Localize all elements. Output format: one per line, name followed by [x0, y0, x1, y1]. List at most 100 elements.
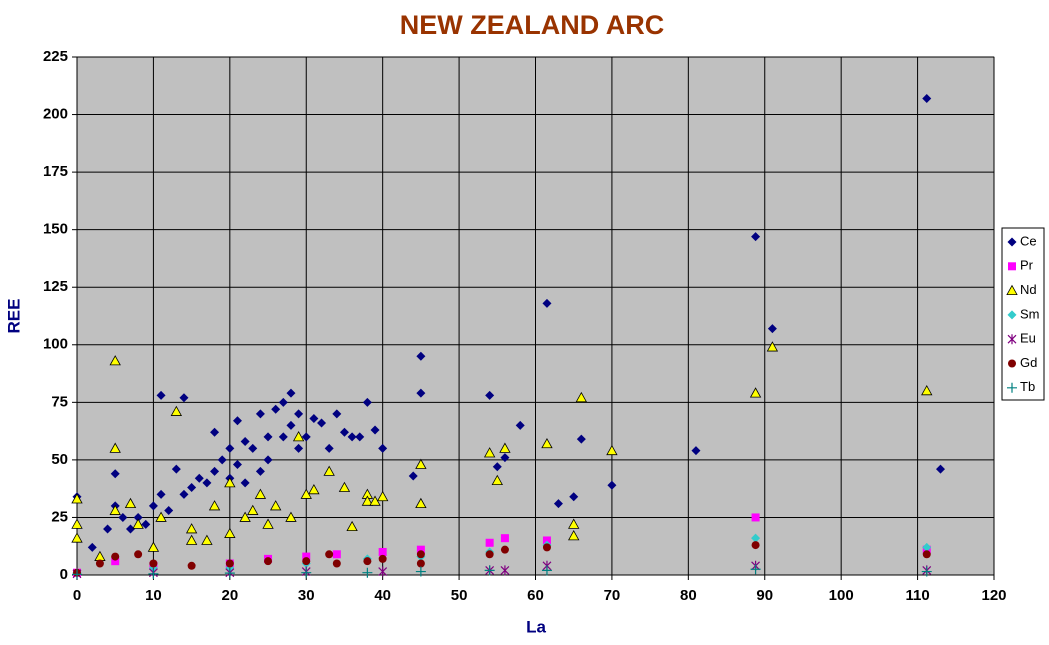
data-point [240, 478, 250, 488]
data-point [416, 559, 425, 568]
legend-label: Gd [1020, 355, 1037, 370]
data-point [224, 527, 236, 538]
data-point [362, 567, 373, 578]
legend-label: Sm [1020, 306, 1040, 321]
legend-marker [1007, 382, 1017, 393]
data-point [921, 566, 932, 577]
y-tick-label: 25 [51, 508, 68, 525]
x-tick-label: 10 [145, 587, 162, 604]
data-point [541, 437, 553, 449]
y-tick-label: 0 [60, 566, 68, 583]
data-point [325, 550, 334, 559]
data-point [210, 466, 220, 476]
data-point [124, 497, 137, 509]
data-point [248, 443, 258, 453]
legend-label: Pr [1020, 258, 1034, 273]
data-point [922, 550, 931, 559]
data-point [492, 462, 502, 472]
x-tick-label: 90 [756, 587, 773, 604]
data-point [103, 524, 113, 534]
data-point [553, 499, 563, 509]
data-point [247, 504, 259, 515]
data-point [111, 552, 120, 561]
data-point [750, 564, 761, 575]
data-point [164, 506, 174, 516]
data-point [224, 477, 236, 488]
y-tick-label: 150 [43, 221, 68, 238]
data-point [292, 431, 305, 442]
y-tick-label: 75 [51, 393, 68, 410]
data-point [415, 458, 427, 469]
y-tick-label: 200 [43, 106, 68, 123]
data-point [576, 434, 586, 444]
data-point [378, 554, 387, 563]
data-point [749, 387, 762, 398]
data-point [111, 557, 120, 566]
x-tick-label: 110 [905, 587, 929, 604]
data-point [324, 443, 334, 453]
legend-label: Tb [1020, 379, 1035, 394]
x-tick-label: 100 [829, 587, 854, 604]
data-point [767, 324, 777, 334]
data-point [71, 493, 83, 504]
data-point [185, 523, 198, 534]
data-point [232, 416, 242, 426]
data-point [332, 559, 341, 568]
data-point [95, 559, 104, 568]
data-point [308, 483, 320, 495]
data-point [225, 443, 235, 453]
data-point [575, 391, 588, 403]
x-tick-label: 30 [298, 587, 315, 604]
data-point [255, 409, 265, 419]
data-point [132, 518, 144, 529]
data-point [270, 500, 282, 511]
x-tick-label: 80 [680, 587, 697, 604]
data-point [301, 432, 311, 442]
data-point [317, 418, 327, 428]
y-tick-label: 225 [43, 48, 68, 65]
y-tick-label: 50 [51, 451, 68, 468]
y-tick-label: 175 [43, 163, 68, 180]
data-point [185, 534, 198, 545]
data-point [285, 511, 297, 522]
data-point [141, 519, 151, 529]
data-point [332, 550, 341, 559]
data-point [751, 232, 761, 242]
data-point [294, 409, 304, 419]
data-point [125, 524, 135, 534]
data-point [109, 355, 121, 366]
data-point [286, 420, 296, 430]
data-point [271, 404, 281, 414]
data-point [751, 541, 760, 550]
data-point [568, 518, 580, 529]
data-point [500, 545, 509, 554]
data-point [110, 469, 120, 479]
data-point [751, 513, 760, 522]
data-point [194, 473, 204, 483]
data-point [922, 542, 932, 552]
data-point [751, 533, 761, 543]
legend-label: Ce [1020, 233, 1037, 248]
data-point [71, 532, 83, 543]
legend-label: Nd [1020, 282, 1037, 297]
y-tick-label: 100 [43, 336, 68, 353]
data-point [416, 545, 425, 554]
data-point [156, 390, 166, 400]
data-point [263, 432, 273, 442]
data-point [217, 455, 227, 465]
data-point [179, 393, 189, 403]
data-point [415, 566, 426, 577]
data-point [346, 520, 358, 532]
data-point [542, 298, 552, 308]
data-point [921, 384, 933, 396]
data-point [691, 446, 701, 456]
data-point [309, 413, 319, 423]
data-point [569, 492, 579, 502]
data-point [485, 538, 494, 547]
data-point [294, 443, 304, 453]
data-point [134, 550, 143, 559]
legend-marker [1007, 310, 1017, 320]
data-point [607, 480, 617, 490]
x-tick-label: 20 [221, 587, 238, 604]
